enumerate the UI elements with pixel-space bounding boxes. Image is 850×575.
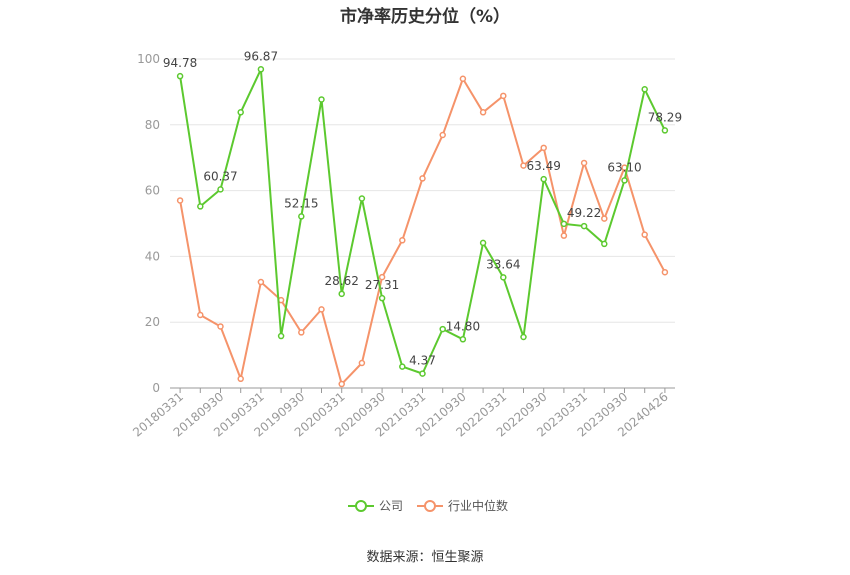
data-point-company	[197, 203, 204, 210]
data-point-industry	[257, 278, 265, 286]
data-point-company	[358, 195, 366, 202]
data-point-industry	[459, 75, 467, 82]
data-point-company	[439, 325, 446, 333]
data-point-company	[419, 370, 426, 377]
data-label: 60.37	[203, 169, 237, 183]
data-point-industry	[419, 175, 426, 182]
data-label: 78.29	[648, 110, 682, 124]
legend-industry-marker	[417, 499, 444, 513]
data-point-industry	[661, 268, 669, 276]
data-point-industry	[641, 231, 648, 238]
data-point-company	[661, 127, 669, 134]
data-point-industry	[197, 311, 204, 319]
data-point-industry	[217, 323, 224, 330]
data-label: 33.64	[486, 257, 520, 271]
data-point-industry	[237, 375, 244, 383]
data-point-industry	[439, 131, 446, 139]
data-point-industry	[318, 306, 325, 313]
data-point-industry	[520, 162, 527, 169]
data-point-industry	[176, 197, 184, 204]
data-point-industry	[580, 159, 588, 167]
data-point-company	[277, 332, 285, 340]
data-point-company	[459, 336, 467, 343]
data-point-company	[560, 220, 568, 228]
data-point-industry	[601, 215, 608, 222]
data-point-industry	[500, 92, 507, 100]
data-label: 63.49	[527, 159, 561, 173]
data-label: 49.22	[567, 206, 601, 220]
legend: 公司 行业中位数	[348, 497, 522, 514]
data-point-company	[338, 290, 345, 298]
data-point-industry	[378, 273, 386, 281]
legend-industry-label: 行业中位数	[448, 499, 509, 513]
data-point-company	[641, 86, 648, 93]
y-tick-label: 40	[145, 249, 160, 263]
data-point-company	[601, 240, 608, 248]
legend-item-company[interactable]: 公司	[348, 497, 403, 514]
y-tick-label: 100	[137, 52, 160, 66]
y-tick-label: 60	[145, 184, 160, 198]
data-point-company	[298, 213, 305, 220]
y-tick-label: 80	[145, 118, 160, 132]
data-label: 14.80	[446, 319, 480, 333]
data-label: 27.31	[365, 278, 399, 292]
data-point-industry	[540, 144, 547, 152]
chart-title: 市净率历史分位（%）	[339, 7, 511, 27]
data-point-company	[479, 239, 487, 247]
data-point-company	[399, 363, 406, 370]
data-point-company	[217, 186, 224, 193]
data-source: 数据来源：恒生聚源	[366, 550, 484, 565]
data-point-company	[378, 294, 386, 302]
legend-item-industry[interactable]: 行业中位数	[417, 497, 508, 514]
data-point-company	[176, 72, 184, 80]
y-tick-label: 20	[145, 315, 160, 329]
data-label: 4.37	[409, 354, 436, 368]
data-label: 63.10	[607, 160, 641, 174]
data-point-industry	[298, 329, 305, 336]
data-point-company	[257, 66, 265, 73]
data-point-company	[318, 96, 325, 103]
series-line-company	[179, 68, 666, 375]
data-point-company	[540, 175, 547, 183]
data-point-company	[580, 222, 588, 230]
y-tick-label: 0	[152, 381, 160, 395]
legend-company-marker	[348, 499, 374, 513]
data-point-industry	[358, 359, 366, 367]
data-label: 52.15	[284, 196, 318, 210]
data-point-industry	[479, 109, 487, 116]
data-point-company	[520, 333, 527, 341]
data-point-company	[500, 274, 507, 281]
data-point-industry	[560, 232, 568, 239]
data-label: 96.87	[244, 49, 278, 63]
legend-company-label: 公司	[379, 499, 404, 513]
data-label: 94.78	[163, 56, 197, 70]
data-point-industry	[338, 380, 345, 388]
data-point-company	[237, 109, 244, 116]
data-point-company	[621, 177, 628, 184]
data-point-industry	[399, 237, 406, 244]
data-label: 28.62	[325, 274, 359, 288]
